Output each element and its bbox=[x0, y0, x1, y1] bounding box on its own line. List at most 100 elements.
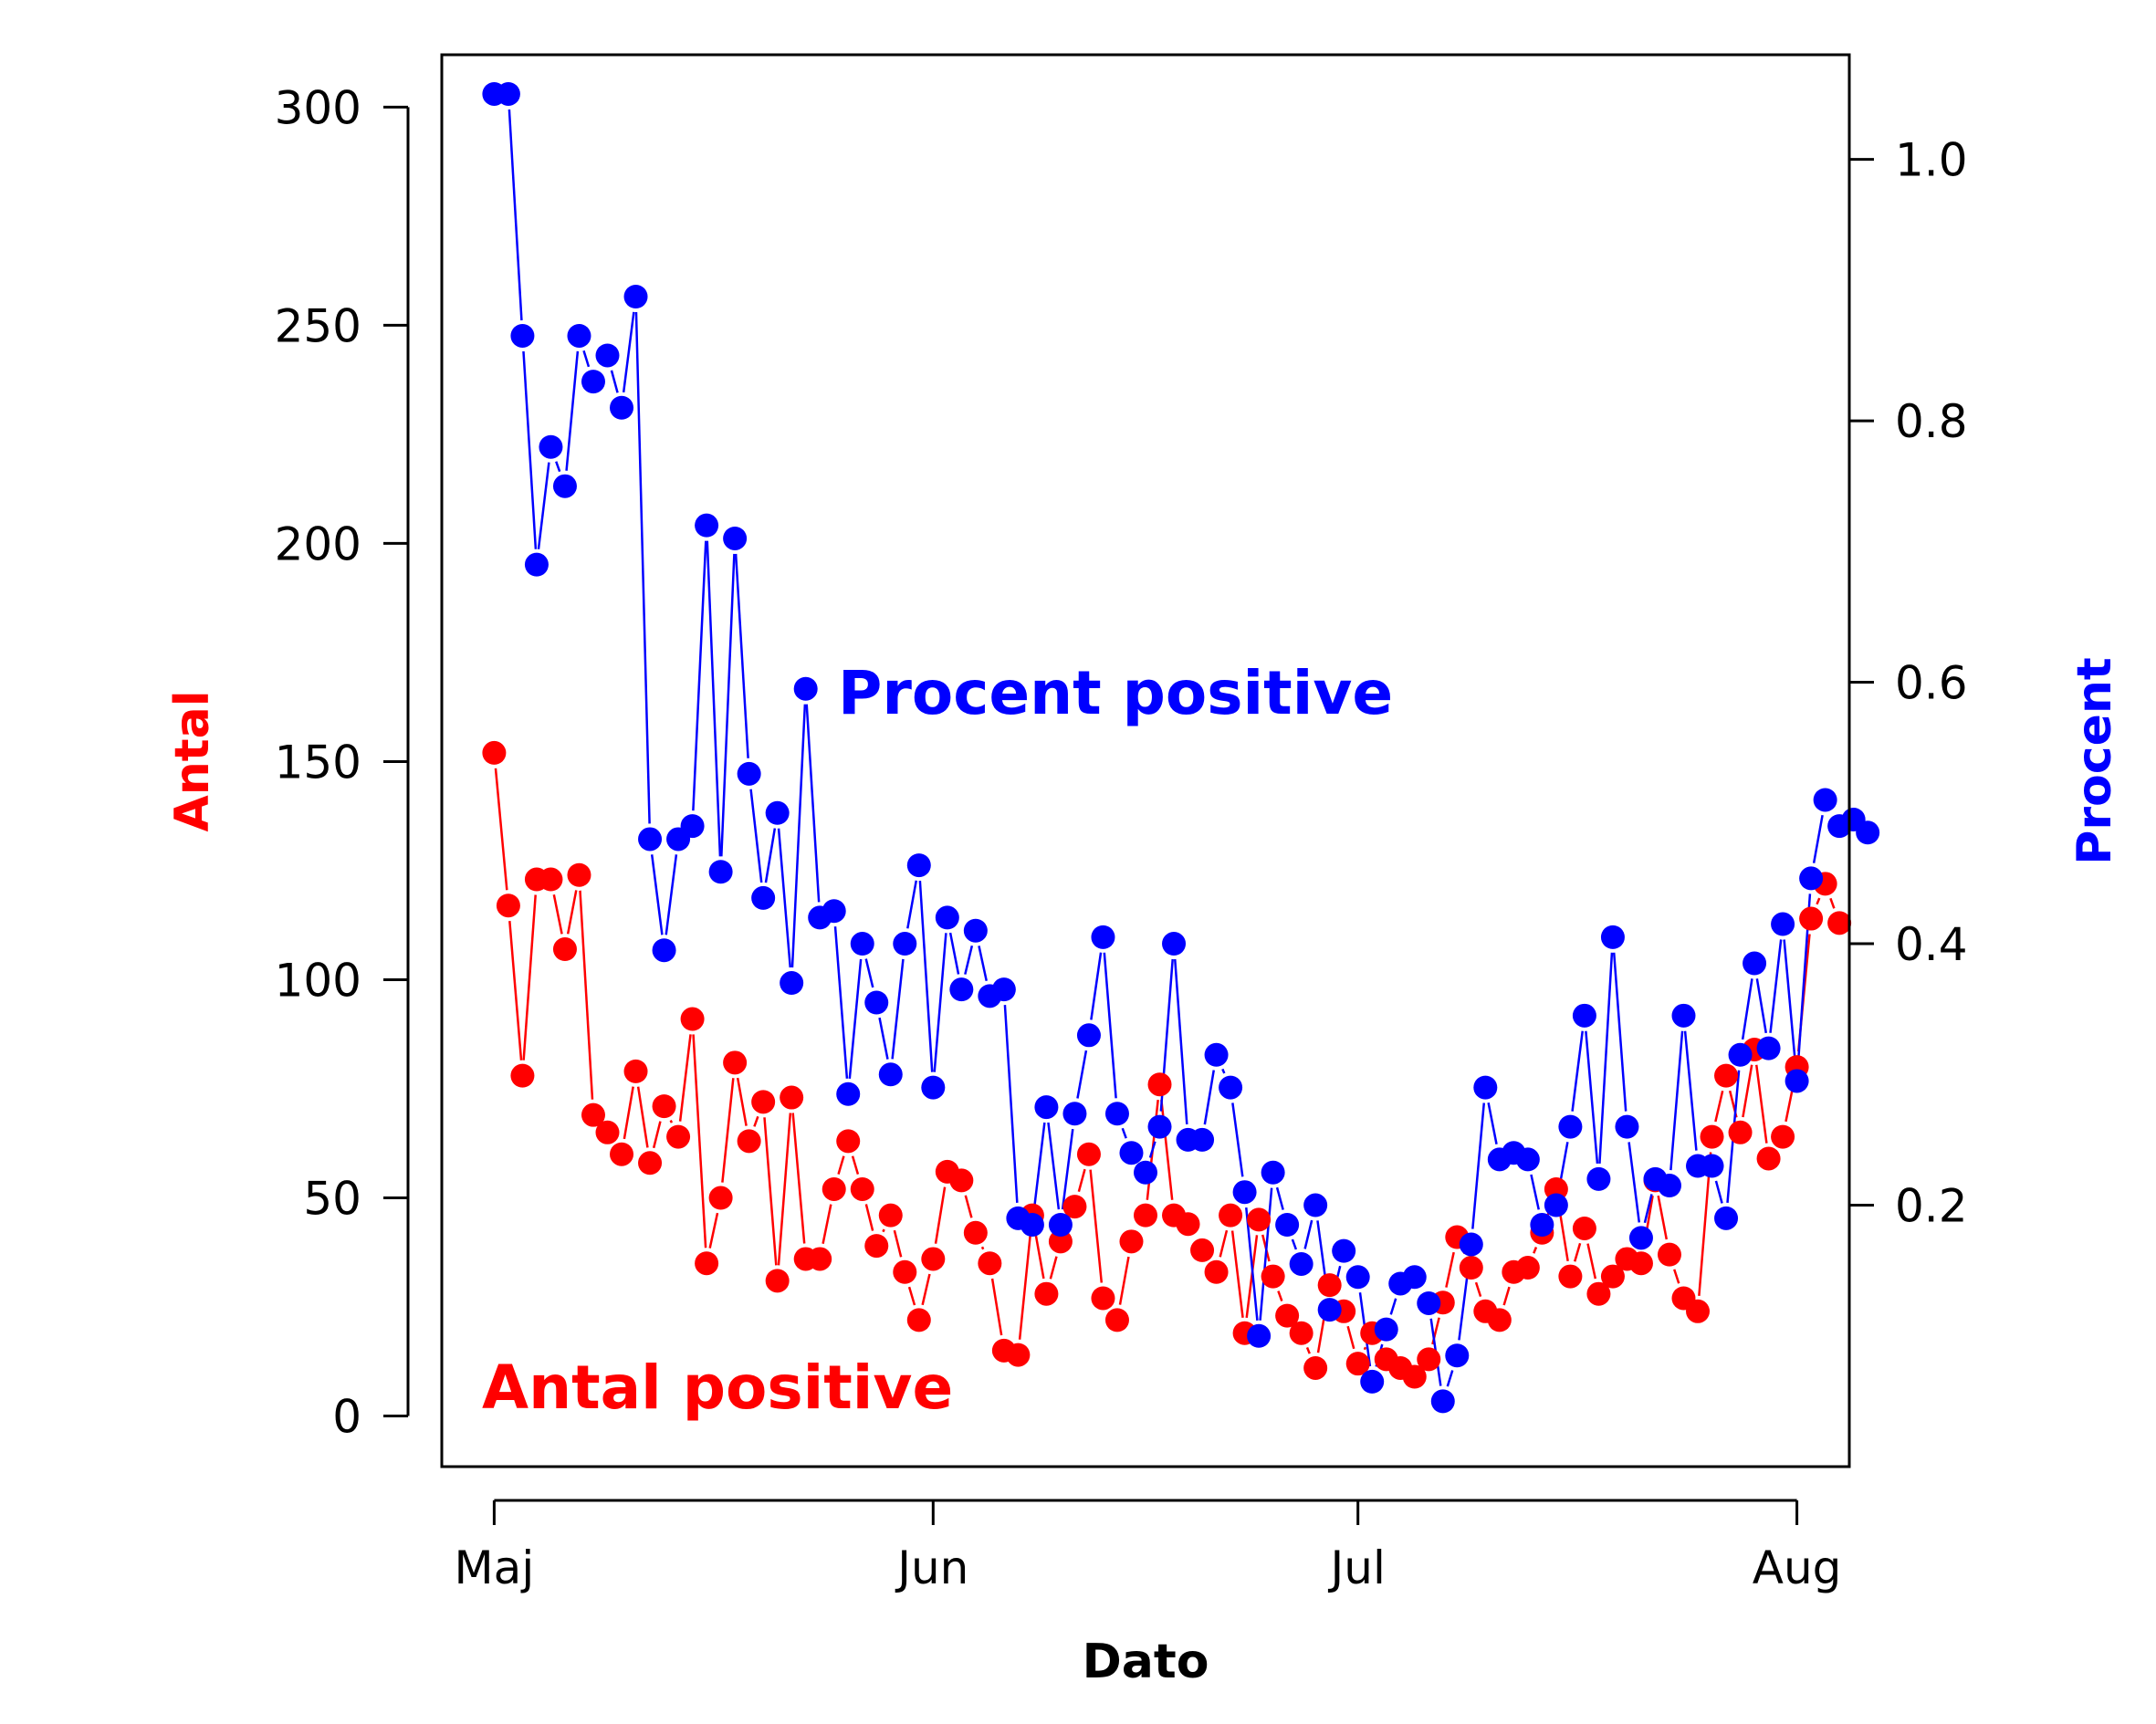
antal-positive-segment bbox=[694, 1034, 706, 1248]
procent-positive-point bbox=[1205, 1043, 1229, 1067]
procent-positive-point bbox=[638, 827, 662, 851]
left-axis-tick-label: 250 bbox=[275, 299, 361, 352]
procent-positive-segment bbox=[636, 312, 650, 823]
procent-positive-point bbox=[1062, 1102, 1086, 1125]
antal-positive-segment bbox=[1446, 1252, 1453, 1287]
antal-positive-point bbox=[1290, 1322, 1313, 1345]
procent-positive-point bbox=[1856, 820, 1879, 844]
procent-positive-segment bbox=[1091, 953, 1101, 1020]
procent-positive-point bbox=[1219, 1076, 1242, 1100]
procent-positive-segment bbox=[979, 946, 986, 980]
antal-positive-segment bbox=[883, 1229, 884, 1232]
procent-positive-point bbox=[1558, 1115, 1582, 1139]
procent-positive-segment bbox=[835, 926, 847, 1079]
procent-positive-point bbox=[1431, 1389, 1455, 1413]
antal-positive-segment bbox=[923, 1274, 930, 1305]
antal-positive-point bbox=[1658, 1243, 1681, 1267]
antal-positive-segment bbox=[1575, 1243, 1580, 1261]
procent-positive-point bbox=[610, 396, 633, 420]
procent-positive-point bbox=[596, 343, 620, 367]
procent-positive-segment bbox=[1599, 953, 1612, 1164]
antal-positive-segment bbox=[966, 1196, 972, 1218]
procent-positive-segment bbox=[1277, 1187, 1283, 1209]
procent-positive-point bbox=[581, 370, 605, 393]
procent-positive-point bbox=[992, 977, 1016, 1001]
antal-positive-segment bbox=[554, 894, 562, 934]
procent-positive-segment bbox=[1448, 1370, 1452, 1386]
antal-positive-point bbox=[1488, 1308, 1512, 1332]
procent-positive-point bbox=[964, 919, 988, 943]
left-axis-tick-label: 150 bbox=[275, 736, 361, 789]
antal-positive-point bbox=[822, 1177, 846, 1201]
procent-positive-segment bbox=[1077, 1050, 1085, 1098]
procent-positive-point bbox=[1375, 1318, 1398, 1342]
antal-positive-point bbox=[666, 1125, 690, 1149]
antal-positive-point bbox=[1148, 1072, 1172, 1096]
procent-positive-point bbox=[1275, 1213, 1299, 1237]
antal-positive-point bbox=[1318, 1273, 1342, 1297]
antal-positive-segment bbox=[1232, 1231, 1242, 1318]
procent-positive-segment bbox=[523, 351, 535, 549]
antal-positive-segment bbox=[1091, 1170, 1102, 1283]
procent-positive-point bbox=[553, 475, 577, 498]
antal-positive-segment bbox=[982, 1247, 983, 1249]
antal-positive-segment bbox=[1307, 1347, 1310, 1353]
procent-positive-point bbox=[525, 553, 549, 577]
procent-positive-segment bbox=[1489, 1102, 1497, 1144]
procent-positive-segment bbox=[1222, 1069, 1224, 1073]
procent-positive-point bbox=[1799, 866, 1823, 890]
left-axis-tick-label: 100 bbox=[275, 954, 361, 1007]
procent-positive-point bbox=[949, 977, 973, 1001]
procent-positive-point bbox=[1134, 1161, 1157, 1185]
antal-positive-point bbox=[1105, 1308, 1129, 1332]
antal-positive-point bbox=[681, 1008, 705, 1031]
procent-positive-point bbox=[1162, 932, 1186, 956]
procent-positive-segment bbox=[1614, 953, 1626, 1112]
antal-positive-segment bbox=[1220, 1230, 1227, 1257]
antal-positive-segment bbox=[1278, 1291, 1282, 1301]
antal-positive-point bbox=[1799, 907, 1823, 931]
procent-positive-point bbox=[1318, 1298, 1342, 1322]
procent-positive-segment bbox=[509, 110, 522, 320]
procent-positive-segment bbox=[893, 959, 904, 1059]
procent-positive-point bbox=[1714, 1207, 1738, 1230]
antal-positive-segment bbox=[936, 1187, 945, 1244]
procent-positive-segment bbox=[721, 554, 734, 856]
procent-positive-point bbox=[1020, 1213, 1044, 1237]
procent-positive-segment bbox=[693, 541, 706, 810]
procent-positive-point bbox=[1771, 913, 1795, 936]
antal-positive-segment bbox=[1120, 1257, 1128, 1305]
procent-positive-point bbox=[1729, 1043, 1753, 1067]
procent-positive-segment bbox=[920, 881, 932, 1072]
procent-positive-segment bbox=[584, 350, 589, 367]
antal-positive-segment bbox=[1817, 898, 1820, 904]
antal-positive-segment bbox=[1476, 1282, 1481, 1296]
procent-positive-segment bbox=[779, 829, 790, 967]
x-axis-label: Dato bbox=[1083, 1635, 1209, 1689]
antal-positive-point bbox=[539, 868, 562, 892]
antal-positive-segment bbox=[909, 1287, 915, 1305]
antal-positive-point bbox=[567, 863, 591, 887]
right-axis-label: Procent bbox=[2067, 657, 2122, 864]
antal-positive-segment bbox=[992, 1279, 1001, 1335]
antal-positive-point bbox=[808, 1247, 832, 1270]
procent-positive-point bbox=[879, 1062, 903, 1086]
procent-positive-point bbox=[1658, 1174, 1681, 1197]
left-axis-tick-label: 200 bbox=[275, 517, 361, 570]
antal-positive-segment bbox=[671, 1121, 672, 1123]
procent-positive-point bbox=[1573, 1004, 1596, 1028]
antal-positive-point bbox=[1247, 1207, 1271, 1231]
antal-positive-point bbox=[1460, 1256, 1483, 1280]
antal-positive-point bbox=[1219, 1204, 1242, 1228]
antal-positive-point bbox=[1205, 1260, 1229, 1284]
x-axis: Maj Jun Jul Aug bbox=[455, 1500, 1842, 1594]
antal-positive-point bbox=[723, 1050, 747, 1074]
antal-positive-point bbox=[864, 1234, 888, 1258]
procent-positive-point bbox=[766, 801, 790, 825]
antal-positive-point bbox=[610, 1143, 633, 1166]
procent-positive-point bbox=[1233, 1180, 1257, 1204]
antal-positive-point bbox=[1729, 1121, 1753, 1144]
antal-positive-point bbox=[482, 741, 506, 765]
antal-positive-segment bbox=[1035, 1230, 1043, 1279]
